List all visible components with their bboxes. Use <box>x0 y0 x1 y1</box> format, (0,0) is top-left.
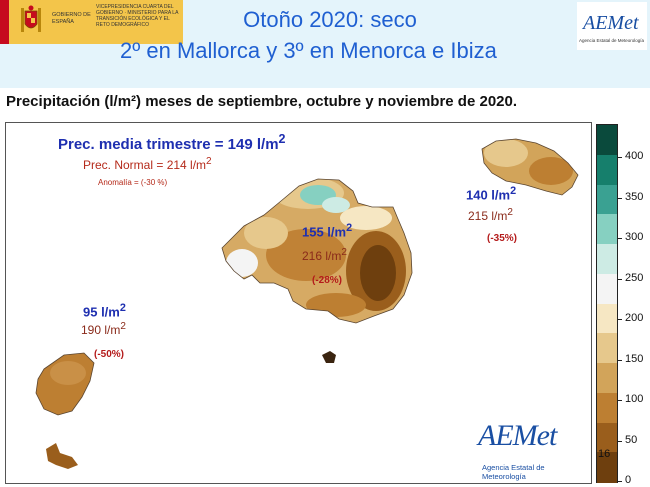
scale-band <box>597 214 617 245</box>
formentera-island <box>46 443 78 469</box>
color-scale-bar <box>596 124 618 483</box>
ibiza-observed-label: 95 l/m2 <box>83 302 126 320</box>
menorca-island <box>482 139 578 195</box>
title-line-1: Otoño 2020: seco <box>243 7 417 32</box>
header-band: GOBIERNO DE ESPAÑA VICEPRESIDENCIA CUART… <box>0 0 650 88</box>
aemet-logo-word: AEMet <box>583 12 639 34</box>
scale-tick-label: 400 <box>625 150 644 162</box>
scale-tick-mark <box>617 440 622 442</box>
anomaly-label: Anomalía = (-30 %) <box>98 178 168 187</box>
scale-band <box>597 244 617 275</box>
coat-of-arms-icon <box>21 5 41 32</box>
scale-tick-mark <box>617 400 622 401</box>
scale-tick-mark <box>617 238 622 239</box>
menorca-anomaly-label: (-35%) <box>487 233 518 244</box>
scale-tick-label: 300 <box>625 231 644 243</box>
islands-map-graphic <box>35 138 579 469</box>
scale-tick-label: 250 <box>625 271 644 284</box>
scale-band <box>597 333 617 364</box>
aemet-logo-bottom: AEMet Agencia Estatal de Meteorología <box>476 419 586 481</box>
scale-tick-label: 0 <box>625 474 632 486</box>
mallorca-anomaly-label: (-28%) <box>312 275 343 286</box>
aemet-logo-bottom-word: AEMet <box>478 419 557 452</box>
aemet-logo-top: AEMet Agencia Estatal de Meteorología <box>577 2 647 50</box>
scale-tick-mark <box>617 481 622 482</box>
normal-precipitation-label: Prec. Normal = 214 l/m2 <box>83 156 212 172</box>
scale-tick-label: 150 <box>625 352 644 365</box>
government-logo: GOBIERNO DE ESPAÑA VICEPRESIDENCIA CUART… <box>0 0 183 44</box>
menorca-normal-label: 215 l/m2 <box>468 207 513 223</box>
ibiza-anomaly-label: (-50%) <box>94 349 125 360</box>
aemet-logo-bottom-subtitle: Agencia Estatal de Meteorología <box>482 463 545 481</box>
scale-band <box>597 422 617 453</box>
mallorca-normal-label: 216 l/m2 <box>302 247 347 263</box>
ibiza-normal-label: 190 l/m2 <box>81 321 126 337</box>
scale-tick-mark <box>617 319 622 320</box>
scale-band <box>597 303 617 334</box>
menorca-observed-label: 140 l/m2 <box>466 185 517 203</box>
mallorca-observed-label: 155 l/m2 <box>302 222 353 240</box>
title-line-2: 2º en Mallorca y 3º en Menorca e Ibiza <box>120 38 497 63</box>
precipitation-map: Prec. media trimestre = 149 l/m2 Prec. N… <box>5 122 592 484</box>
ibiza-island <box>36 353 94 415</box>
government-name: GOBIERNO DE ESPAÑA <box>52 12 91 25</box>
scale-band <box>597 392 617 423</box>
scale-tick-label: 200 <box>625 312 644 324</box>
scale-band <box>597 363 617 394</box>
scale-tick-mark <box>617 278 622 280</box>
scale-band <box>597 154 617 185</box>
map-subtitle: Precipitación (l/m²) meses de septiembre… <box>6 93 518 110</box>
mean-precipitation-label: Prec. media trimestre = 149 l/m2 <box>58 132 286 153</box>
scale-tick-mark <box>617 197 622 199</box>
scale-tick-label: 350 <box>625 190 644 203</box>
scale-band <box>597 273 617 304</box>
scale-tick-label: 100 <box>625 393 644 405</box>
ministry-name: VICEPRESIDENCIA CUARTA DEL GOBIERNO · MI… <box>96 4 179 28</box>
scale-band <box>597 184 617 215</box>
scale-band <box>597 125 617 156</box>
scale-tick-mark <box>617 157 622 158</box>
scale-tick-mark <box>617 359 622 361</box>
scale-tick-label: 50 <box>625 433 638 446</box>
scale-band <box>597 452 617 483</box>
cabrera-island <box>322 351 336 363</box>
flag-strip <box>0 0 9 44</box>
aemet-logo-subtitle: Agencia Estatal de Meteorología <box>579 38 645 43</box>
page-number: 16 <box>598 448 611 460</box>
